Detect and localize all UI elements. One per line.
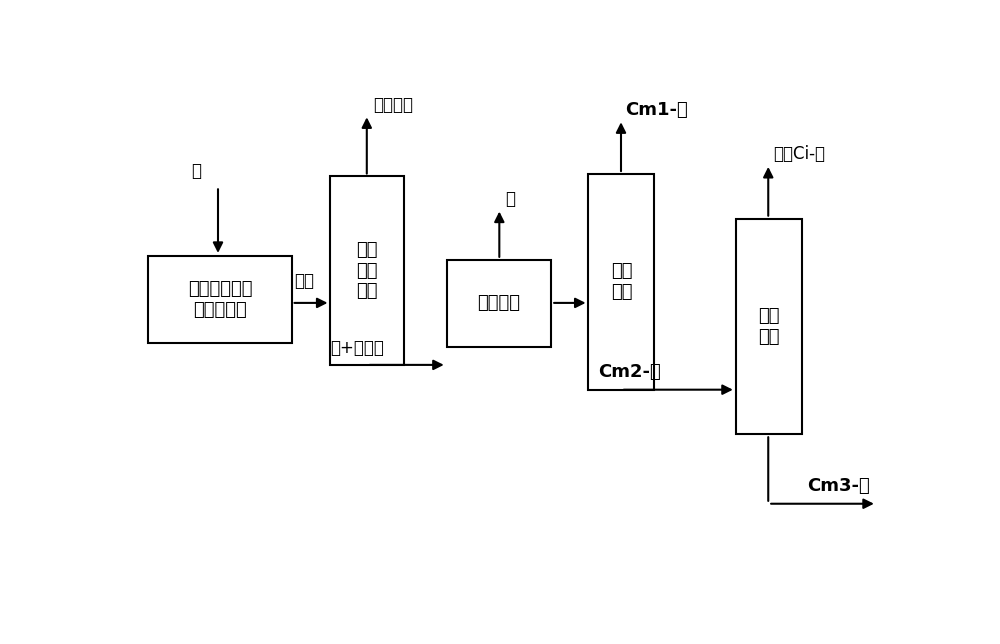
- Text: 产品Ci-蒽: 产品Ci-蒽: [773, 145, 825, 163]
- Text: 第三
蒸馏: 第三 蒸馏: [611, 263, 632, 301]
- Text: 产物: 产物: [294, 272, 314, 290]
- FancyBboxPatch shape: [148, 256, 292, 343]
- Text: 蒽: 蒽: [191, 162, 201, 180]
- FancyBboxPatch shape: [588, 174, 654, 390]
- Text: Cm2-蒽: Cm2-蒽: [598, 363, 660, 381]
- FancyBboxPatch shape: [736, 218, 802, 434]
- Text: 蒽+烷基蒽: 蒽+烷基蒽: [330, 339, 384, 357]
- Text: Cm1-蒽: Cm1-蒽: [625, 100, 688, 118]
- Text: 分离
反应
溶剂: 分离 反应 溶剂: [356, 241, 378, 301]
- Text: 蒽: 蒽: [505, 190, 515, 208]
- FancyBboxPatch shape: [447, 260, 551, 346]
- Text: 反应溶剂: 反应溶剂: [373, 95, 413, 113]
- Text: Cm3-蒽: Cm3-蒽: [807, 477, 870, 495]
- FancyBboxPatch shape: [330, 176, 404, 365]
- Text: 第四
蒸馏: 第四 蒸馏: [758, 307, 779, 346]
- Text: 蒽烷基化反应
制备烷基蒽: 蒽烷基化反应 制备烷基蒽: [188, 279, 252, 319]
- Text: 熔融结晶: 熔融结晶: [477, 294, 520, 312]
